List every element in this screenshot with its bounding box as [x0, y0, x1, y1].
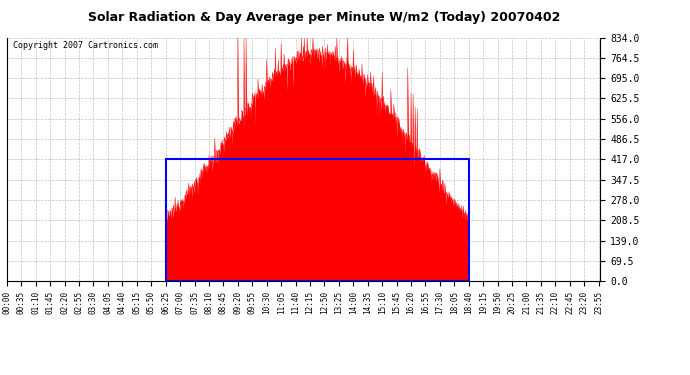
Bar — [166, 159, 469, 281]
Text: Solar Radiation & Day Average per Minute W/m2 (Today) 20070402: Solar Radiation & Day Average per Minute… — [88, 11, 560, 24]
Text: Copyright 2007 Cartronics.com: Copyright 2007 Cartronics.com — [13, 41, 158, 50]
